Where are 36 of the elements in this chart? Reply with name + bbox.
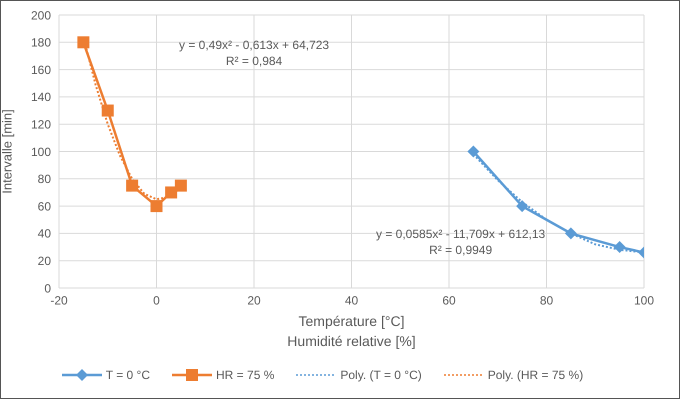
x-tick-label: 80 [540,294,554,308]
x-tick-label: 0 [153,294,160,308]
y-tick-label: 160 [30,62,52,77]
x-tick-label: 20 [247,294,261,308]
point [564,227,577,240]
annotation: y = 0,0585x² - 11,709x + 612,13 R² = 0,9949 [376,226,546,258]
x-axis-title: Température [°C] Humidité relative [%] [287,313,416,349]
point [614,241,626,254]
legend-label: T = 0 °C [104,368,150,382]
y-axis-title: Intervalle [min] [0,109,15,194]
y-tick-label: 200 [30,8,52,22]
point [467,146,480,158]
point [150,200,162,212]
legend-label: HR = 75 % [215,368,274,382]
point [77,36,90,48]
y-tick-label: 180 [30,36,52,50]
y-tick-label: 60 [38,199,52,214]
x-tick-label: 100 [634,294,654,308]
point [126,180,138,192]
point [165,186,178,198]
y-tick-label: 100 [30,144,52,159]
point [174,180,187,192]
y-tick-label: 80 [38,172,52,186]
x-tick-label: -20 [50,294,68,308]
x-tick-label: 60 [442,294,456,308]
y-tick-label: 0 [44,281,52,296]
point [102,104,114,117]
point [516,200,528,212]
annotation: y = 0,49x² - 0,613x + 64,723 R² = 0,984 [179,37,330,69]
y-tick-label: 20 [38,254,52,268]
y-tick-label: 140 [30,90,52,104]
x-tick-label: 40 [344,294,358,308]
y-tick-label: 120 [30,117,52,132]
legend-label: Poly. (HR = 75 %) [486,368,584,382]
legend-label: Poly. (T = 0 °C) [339,368,422,382]
y-tick-label: 40 [38,226,52,241]
